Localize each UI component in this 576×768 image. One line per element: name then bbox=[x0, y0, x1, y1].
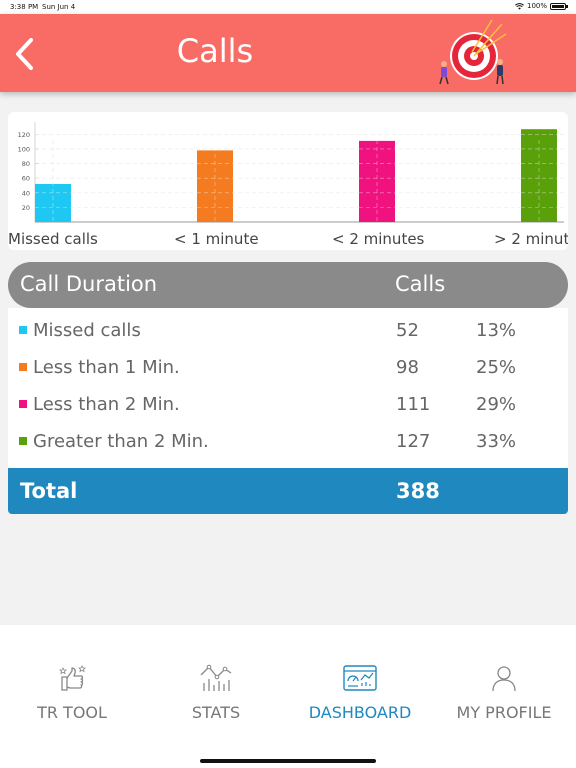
thumbs-up-icon bbox=[59, 665, 86, 691]
total-label: Total bbox=[20, 479, 78, 503]
row-calls: 52 bbox=[396, 320, 419, 341]
bottom-nav: TR TOOL STATS DASHBOARD bbox=[0, 625, 576, 768]
total-row: Total 388 bbox=[8, 468, 568, 514]
column-header-duration: Call Duration bbox=[20, 272, 158, 296]
table-row: Less than 2 Min. 111 29% bbox=[8, 388, 568, 422]
y-tick-label: 100 bbox=[18, 145, 30, 153]
table-header: Call Duration Calls bbox=[8, 262, 568, 308]
line-chart-icon bbox=[200, 664, 232, 691]
status-date: Sun Jun 4 bbox=[42, 3, 76, 11]
bar bbox=[359, 140, 395, 222]
call-duration-chart: 120 100 80 60 40 20 Missed calls < 1 minute < 2… bbox=[8, 112, 568, 250]
chevron-left-icon bbox=[16, 38, 33, 70]
nav-my-profile[interactable]: MY PROFILE bbox=[432, 663, 576, 733]
legend-swatch bbox=[19, 363, 27, 371]
row-calls: 127 bbox=[396, 431, 431, 452]
nav-tr-tool[interactable]: TR TOOL bbox=[0, 663, 144, 733]
table-row: Less than 1 Min. 98 25% bbox=[8, 351, 568, 385]
back-button[interactable] bbox=[10, 34, 38, 74]
y-tick-label: 40 bbox=[22, 189, 30, 197]
legend-swatch bbox=[19, 326, 27, 334]
dashboard-icon bbox=[343, 665, 377, 691]
row-percent: 29% bbox=[476, 394, 517, 415]
row-percent: 25% bbox=[476, 357, 517, 378]
x-tick-label: < 2 minutes bbox=[332, 230, 425, 248]
target-icon bbox=[439, 19, 507, 85]
x-tick-label: Missed calls bbox=[8, 230, 98, 248]
x-tick-label: < 1 minute bbox=[174, 230, 259, 248]
battery-percent: 100% bbox=[526, 2, 547, 10]
bar-chart: 120 100 80 60 40 20 bbox=[18, 122, 564, 223]
table-row: Greater than 2 Min. 127 33% bbox=[8, 425, 568, 459]
table-body: Missed calls 52 13% Less than 1 Min. 98 … bbox=[8, 308, 568, 468]
user-icon bbox=[492, 666, 516, 692]
legend-swatch bbox=[19, 437, 27, 445]
row-percent: 13% bbox=[476, 320, 517, 341]
row-label: Less than 1 Min. bbox=[33, 357, 180, 378]
nav-label: STATS bbox=[191, 703, 241, 722]
nav-dashboard[interactable]: DASHBOARD bbox=[288, 663, 432, 733]
nav-stats[interactable]: STATS bbox=[144, 663, 288, 733]
y-tick-label: 80 bbox=[22, 160, 30, 168]
table-row: Missed calls 52 13% bbox=[8, 314, 568, 348]
total-value: 388 bbox=[396, 479, 440, 503]
row-label: Missed calls bbox=[33, 320, 141, 341]
y-tick-label: 120 bbox=[18, 131, 30, 139]
nav-label: DASHBOARD bbox=[308, 703, 412, 722]
nav-label: MY PROFILE bbox=[456, 703, 552, 722]
header: Calls bbox=[0, 14, 576, 92]
x-tick-label: > 2 minute bbox=[494, 230, 568, 248]
status-right: 100% bbox=[515, 2, 568, 10]
y-tick-label: 20 bbox=[22, 204, 30, 212]
status-time: 3:38 PM bbox=[10, 3, 39, 11]
row-percent: 33% bbox=[476, 431, 517, 452]
nav-label: TR TOOL bbox=[37, 703, 107, 722]
row-label: Less than 2 Min. bbox=[33, 394, 180, 415]
y-tick-label: 60 bbox=[22, 175, 30, 183]
row-label: Greater than 2 Min. bbox=[33, 431, 209, 452]
row-calls: 111 bbox=[396, 394, 431, 415]
row-calls: 98 bbox=[396, 357, 419, 378]
legend-swatch bbox=[19, 400, 27, 408]
column-header-calls: Calls bbox=[395, 272, 446, 296]
status-bar: 3:38 PM Sun Jun 4 100% bbox=[0, 0, 576, 14]
battery-icon bbox=[550, 2, 568, 10]
home-indicator bbox=[200, 759, 376, 763]
wifi-icon bbox=[515, 2, 524, 10]
page-title: Calls bbox=[176, 32, 254, 70]
